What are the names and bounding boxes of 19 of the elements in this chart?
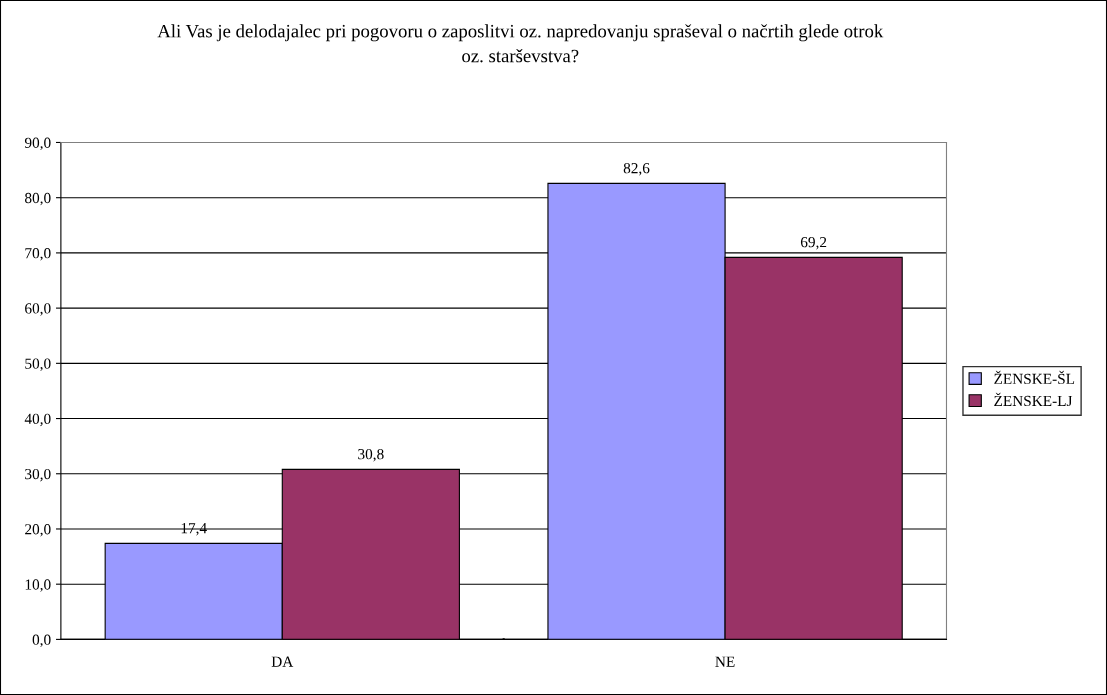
chart-title: Ali Vas je delodajalec pri pogovoru o zaposlitvi oz. napredovanju spraševal o načrtih glede otrok oz. starševstva?: [157, 24, 884, 63]
y-tick-label: 30,0: [25, 468, 51, 482]
y-tick-label: 80,0: [25, 192, 51, 206]
y-tick-label: 20,0: [25, 524, 51, 537]
x-tick-label: DA: [271, 656, 294, 667]
data-label: 17,4: [181, 523, 207, 536]
y-tick-label: 40,0: [24, 413, 51, 427]
y-tick-label: 0,0: [32, 634, 51, 648]
y-tick-label: 70,0: [25, 248, 51, 261]
y-tick-label: 90,0: [24, 137, 51, 151]
y-tick-label: 10,0: [25, 579, 51, 592]
data-label: 69,2: [800, 237, 827, 250]
x-tick-label: NE: [715, 656, 735, 667]
legend-label: ŽENSKE-LJ: [994, 392, 1073, 407]
y-tick-label: 50,0: [25, 358, 51, 371]
data-label: 30,8: [358, 448, 384, 462]
legend-label: ŽENSKE-ŠL: [994, 370, 1075, 385]
y-tick-label: 60,0: [25, 303, 51, 316]
data-label: 82,6: [623, 162, 650, 176]
